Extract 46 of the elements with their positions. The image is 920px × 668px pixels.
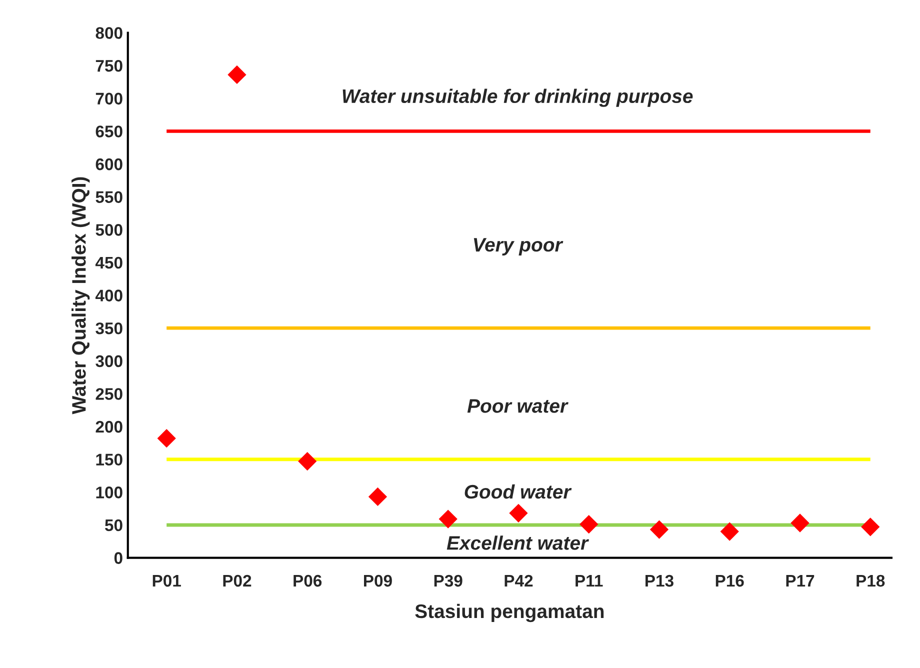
x-tick-label: P18 [856, 574, 885, 587]
x-tick-label: P01 [152, 574, 181, 587]
y-tick-label: 650 [96, 126, 122, 138]
y-tick-label: 200 [96, 420, 122, 433]
y-tick-label: 250 [96, 388, 122, 400]
y-tick-label: 50 [104, 519, 122, 532]
x-tick-label: P11 [576, 575, 603, 587]
x-tick-label: P09 [364, 574, 392, 587]
point [228, 65, 246, 84]
point [861, 518, 880, 536]
point [509, 504, 528, 522]
y-tick-label: 750 [96, 60, 122, 72]
point [580, 514, 598, 534]
y-tick-label: 0 [114, 552, 122, 564]
y-tick-label: 800 [96, 27, 122, 39]
point [298, 452, 317, 471]
annotation: Poor water [467, 399, 568, 413]
y-tick-label: 450 [95, 256, 122, 269]
y-tick-label: 300 [96, 355, 122, 368]
x-tick-label: P42 [504, 574, 533, 587]
y-tick-label: 700 [96, 92, 122, 105]
y-tick-label: 600 [96, 158, 122, 170]
y-tick-label: 500 [96, 224, 122, 236]
x-tick-label: P16 [716, 574, 744, 587]
annotation: Very poor [474, 238, 564, 256]
x-tick-label: P06 [294, 574, 322, 587]
x-tick-label: P02 [223, 574, 252, 587]
y-tick-label: 550 [96, 191, 122, 204]
y-tick-label: 100 [96, 486, 122, 498]
point [438, 510, 458, 528]
y-tick-label: 350 [96, 322, 122, 334]
point [368, 487, 388, 506]
y-axis-title: Water Quality Index (WQI) [72, 177, 90, 414]
x-axis-title: Stasiun pengamatan [415, 604, 604, 622]
point [790, 514, 810, 532]
point [157, 429, 176, 448]
annotation: Water unsuitable for drinking purpose [342, 88, 693, 107]
y-tick-label: 400 [95, 290, 122, 302]
point [720, 522, 739, 541]
x-tick-label: P13 [646, 574, 674, 587]
x-tick-label: P39 [434, 574, 462, 587]
annotation: Excellent water [446, 536, 589, 550]
y-tick-label: 150 [96, 454, 122, 466]
x-tick-label: P17 [786, 575, 814, 587]
point [650, 520, 669, 539]
annotation: Good water [464, 484, 572, 499]
